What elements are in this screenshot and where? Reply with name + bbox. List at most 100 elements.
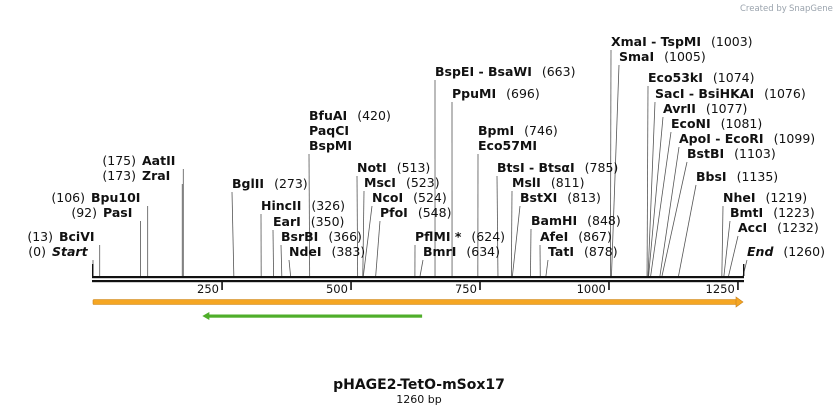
site-msli-leader <box>510 190 513 277</box>
site-ncoi-leader <box>362 205 373 277</box>
site-econi-position: (1081) <box>721 116 763 131</box>
site-btsi-bts-i-name: BtsI - BtsαI <box>497 160 575 175</box>
ruler-ticks: 250 500 750 1000 1250 <box>197 282 739 296</box>
site-pflmi-star-name: PflMI * <box>415 229 462 244</box>
site-bmti-name: BmtI <box>730 205 763 220</box>
site-saci-bsihkai-name: SacI - BsiHKAI <box>655 86 754 101</box>
site-ndei-name: NdeI <box>289 244 322 259</box>
site-msci-name: MscI <box>364 175 396 190</box>
site-bstbi-position: (1103) <box>734 146 776 161</box>
feature-green-arrowhead <box>202 312 210 320</box>
site-noti-name: NotI <box>357 160 387 175</box>
site-bmti-leader <box>723 220 731 277</box>
tick-mark-1000 <box>608 282 610 290</box>
tick-label-1250: 1250 <box>706 282 735 296</box>
tick-mark-500 <box>350 282 352 290</box>
tick-label-1000: 1000 <box>577 282 606 296</box>
site-noti-leader <box>356 175 359 277</box>
site-bbsi-position: (1135) <box>737 169 779 184</box>
site-ndei-leader <box>288 259 291 277</box>
site-bfuai-name: BfuAI <box>309 108 347 123</box>
site-ppumi-position: (696) <box>506 86 540 101</box>
feature-green-bar <box>208 314 423 318</box>
site-noti-position: (513) <box>397 160 431 175</box>
site-bmri-position: (634) <box>466 244 500 259</box>
site-ncoi-name: NcoI <box>372 190 403 205</box>
site-btsi-bts-i-position: (785) <box>585 160 619 175</box>
site-bfuai-position: (420) <box>357 108 391 123</box>
site-bmri-leader <box>419 259 424 277</box>
site-bglii-name: BglII <box>232 176 264 191</box>
site-bpmi-position: (746) <box>524 123 558 138</box>
site-bamhi-leader <box>530 228 532 277</box>
site-zrai-name: ZraI <box>142 168 170 183</box>
site-apoi-ecori-name: ApoI - EcoRI <box>679 131 764 146</box>
site-bspmi-name: BspMI <box>309 138 352 153</box>
site-ppumi-name: PpuMI <box>452 86 496 101</box>
site-bpu10i-name: Bpu10I <box>91 190 140 205</box>
site-ncoi-position: (524) <box>413 190 447 205</box>
credit-prefix: Created by <box>740 4 787 14</box>
site-acci-leader <box>728 235 739 277</box>
backbone-top-strand <box>92 276 744 279</box>
feature-orange-bar <box>92 299 738 305</box>
site-bspei-bsawi-position: (663) <box>542 64 576 79</box>
site-tati-position: (878) <box>584 244 618 259</box>
site-bsrbi-position: (366) <box>328 229 362 244</box>
site-pflmi-star-position: (624) <box>471 229 505 244</box>
site-bbsi-name: BbsI <box>696 169 727 184</box>
site-acci-position: (1232) <box>777 220 819 235</box>
site-pasi-name: PasI <box>103 205 132 220</box>
site-eco53ki-name: Eco53kI <box>648 70 703 85</box>
site-apoi-ecori-position: (1099) <box>774 131 816 146</box>
snapgene-credit: Created by SnapGene <box>740 4 833 14</box>
tick-mark-1250 <box>737 282 739 290</box>
site-nhei-position: (1219) <box>766 190 808 205</box>
site-eari-position: (350) <box>311 214 345 229</box>
site-bsrbi-leader <box>280 244 283 277</box>
site-leader-lines <box>92 49 748 277</box>
site-smai-position: (1005) <box>664 49 706 64</box>
site-eco53ki-position: (1074) <box>713 70 755 85</box>
site-bmti-position: (1223) <box>773 205 815 220</box>
site-pfoi-leader <box>375 220 381 277</box>
site-start-name: Start <box>52 244 89 259</box>
tick-mark-250 <box>221 282 223 290</box>
site-bstxi-position: (813) <box>567 190 601 205</box>
site-aatii-name: AatII <box>142 153 175 168</box>
site-eari-leader <box>272 229 274 277</box>
tick-mark-750 <box>479 282 481 290</box>
site-afei-name: AfeI <box>540 229 568 244</box>
site-bamhi-name: BamHI <box>531 213 577 228</box>
site-msli-name: MslI <box>512 175 541 190</box>
site-pfoi-position: (548) <box>418 205 452 220</box>
feature-tracks <box>92 296 744 320</box>
site-bstxi-name: BstXI <box>520 190 557 205</box>
site-avrii-position: (1077) <box>706 101 748 116</box>
site-pfoi-name: PfoI <box>380 205 408 220</box>
site-bfuai-leader <box>308 153 311 277</box>
site-hincii-position: (326) <box>311 198 345 213</box>
plasmid-name: pHAGE2-TetO-mSox17 <box>333 377 505 393</box>
site-eco53ki-leader <box>646 85 649 277</box>
site-end-position: (1260) <box>783 244 825 259</box>
site-paqci-name: PaqCI <box>309 123 349 138</box>
site-afei-position: (867) <box>578 229 612 244</box>
site-avrii-leader <box>648 116 664 277</box>
site-bglii-position: (273) <box>274 176 308 191</box>
site-hincii-name: HincII <box>261 198 301 213</box>
site-aatii-position: (175) <box>102 153 136 168</box>
site-bspei-bsawi-name: BspEI - BsaWI <box>435 64 532 79</box>
site-bbsi-leader <box>678 184 697 277</box>
tick-label-250: 250 <box>197 282 219 296</box>
site-xmai-tspmi-leader <box>610 49 612 277</box>
site-smai-leader <box>611 64 620 277</box>
backbone-end-cap <box>743 264 745 276</box>
tick-label-750: 750 <box>455 282 477 296</box>
site-ndei-position: (383) <box>332 244 366 259</box>
site-start-position: (0) <box>28 244 46 259</box>
feature-orange-arrowhead <box>735 296 744 308</box>
site-tati-name: TatI <box>548 244 574 259</box>
site-bpu10i-position: (106) <box>51 190 85 205</box>
